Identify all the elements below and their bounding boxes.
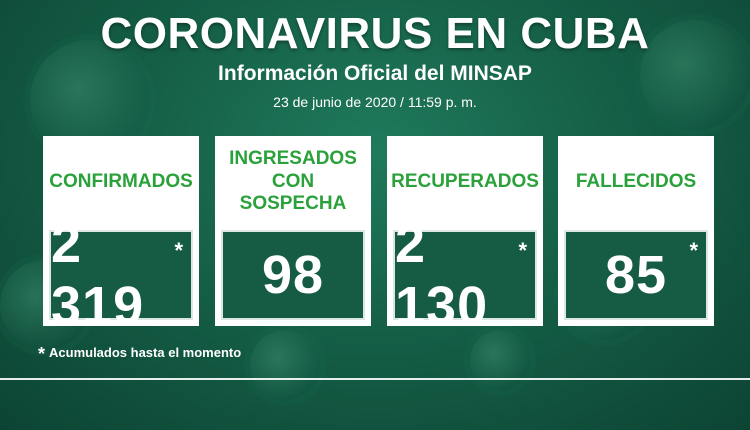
virus-decoration	[640, 20, 750, 130]
card-recuperados: RECUPERADOS 2 130 *	[387, 136, 543, 336]
page-subtitle: Información Oficial del MINSAP	[218, 62, 532, 85]
virus-decoration	[250, 330, 320, 400]
card-label: RECUPERADOS	[391, 170, 539, 192]
card-label: CONFIRMADOS	[49, 170, 193, 192]
asterisk-mark: *	[689, 238, 698, 263]
footnote: * Acumulados hasta el momento	[38, 344, 241, 365]
card-value: 98	[261, 245, 325, 305]
card-value-box: 2 130 *	[393, 214, 537, 336]
card-value: 2 130	[395, 214, 489, 336]
footnote-text: Acumulados hasta el momento	[49, 345, 242, 360]
stats-cards: CONFIRMADOS 2 319 * INGRESADOS CON SOSPE…	[43, 136, 723, 336]
card-ingresados: INGRESADOS CON SOSPECHA 98	[215, 136, 371, 326]
divider	[0, 378, 750, 380]
asterisk-mark: *	[518, 238, 527, 263]
card-value-box: 85 *	[564, 230, 708, 320]
card-label: INGRESADOS CON SOSPECHA	[229, 147, 357, 215]
card-fallecidos: FALLECIDOS 85 *	[558, 136, 714, 326]
asterisk-mark: *	[174, 238, 183, 263]
virus-decoration	[470, 330, 530, 390]
card-value: 85	[604, 245, 668, 305]
header: CORONAVIRUS EN CUBA Información Oficial …	[0, 9, 750, 111]
card-value-box: 2 319 *	[49, 214, 193, 336]
asterisk-mark: *	[38, 344, 46, 364]
card-label: FALLECIDOS	[575, 170, 697, 192]
page-title: CORONAVIRUS EN CUBA	[100, 9, 650, 58]
card-value: 2 319	[51, 214, 145, 336]
card-value-box: 98	[221, 230, 365, 320]
card-confirmados: CONFIRMADOS 2 319 *	[43, 136, 199, 336]
report-datetime: 23 de junio de 2020 / 11:59 p. m.	[273, 94, 477, 110]
